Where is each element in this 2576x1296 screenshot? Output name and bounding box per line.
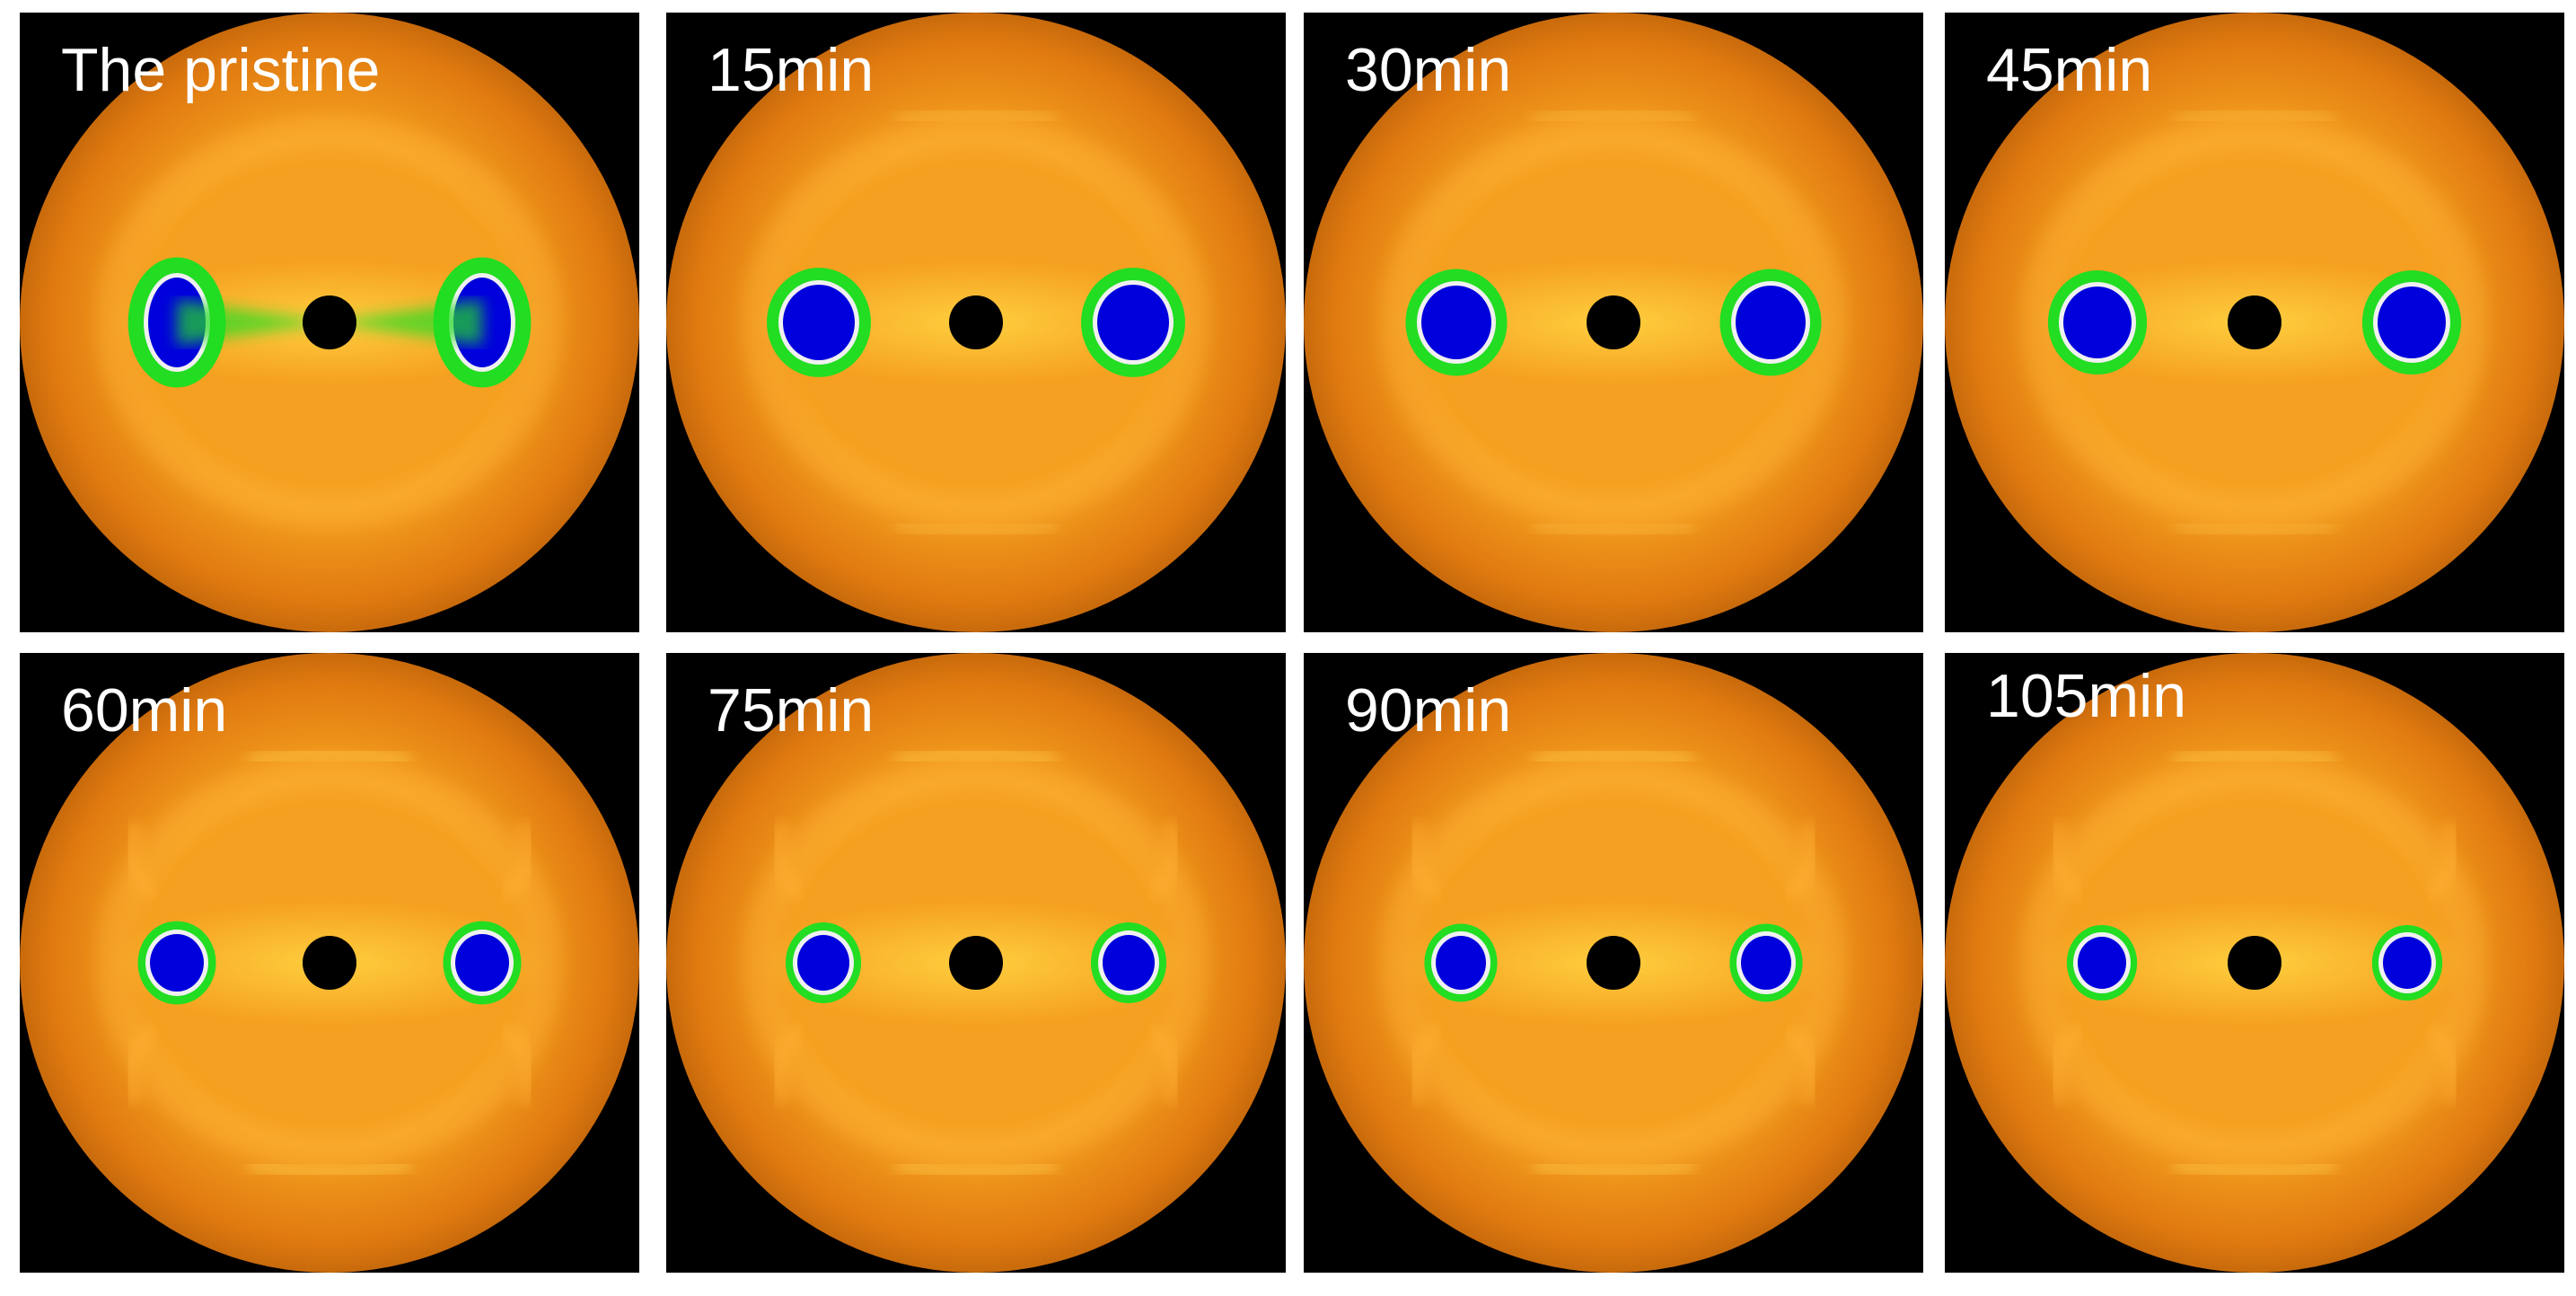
- beamstop: [949, 936, 1003, 990]
- meridional-arc-bottom: [1531, 1160, 1696, 1178]
- layer-arc-right-bottom: [1783, 1023, 1821, 1106]
- equatorial-lobe-left-core: [2063, 287, 2132, 358]
- layer-arc-left-bottom: [1406, 1023, 1444, 1106]
- layer-arc-left-bottom: [2047, 1023, 2085, 1106]
- equatorial-lobe-left-core: [2078, 937, 2126, 989]
- beamstop: [2228, 936, 2281, 990]
- pattern-panel: The pristine: [20, 13, 639, 632]
- pattern-panel: 45min: [1945, 13, 2564, 632]
- pattern-panel: 75min: [666, 653, 1286, 1273]
- pattern-panel: 90min: [1304, 653, 1923, 1273]
- equatorial-lobe-right-core: [2383, 937, 2431, 989]
- meridional-arc-top: [1531, 747, 1696, 765]
- meridional-arc-top: [893, 747, 1059, 765]
- meridional-arc-bottom: [893, 1160, 1059, 1178]
- meridional-arc-bottom: [2172, 1160, 2337, 1178]
- panel-label: 90min: [1345, 676, 1512, 745]
- equatorial-lobe-right-core: [1741, 936, 1791, 990]
- meridional-arc-bottom: [893, 520, 1059, 538]
- panel-label: 45min: [1986, 36, 2153, 104]
- equatorial-lobe-right-core: [1736, 286, 1806, 359]
- layer-arc-left-top: [1406, 820, 1444, 903]
- meridional-arc-top: [1531, 107, 1696, 125]
- pattern-panel: 60min: [20, 653, 639, 1273]
- panel-label: 75min: [708, 676, 875, 745]
- meridional-arc-bottom: [2172, 520, 2337, 538]
- beamstop: [303, 936, 356, 990]
- panel-label: 60min: [61, 676, 228, 745]
- equatorial-streak-right: [330, 300, 482, 345]
- equatorial-lobe-right-core: [1097, 285, 1169, 360]
- equatorial-lobe-left-core: [150, 934, 204, 992]
- layer-arc-right-bottom: [1146, 1023, 1183, 1106]
- beamstop: [303, 295, 356, 349]
- equatorial-lobe-left-core: [797, 935, 849, 991]
- beamstop: [1587, 936, 1640, 990]
- layer-arc-right-top: [1146, 820, 1183, 903]
- meridional-arc-top: [247, 747, 412, 765]
- layer-arc-left-top: [769, 820, 806, 903]
- layer-arc-right-top: [1783, 820, 1821, 903]
- meridional-arc-bottom: [247, 1160, 412, 1178]
- pattern-panel: 105min: [1945, 653, 2564, 1273]
- panel-label: 30min: [1345, 36, 1512, 104]
- equatorial-lobe-right-core: [1103, 935, 1155, 991]
- meridional-arc-bottom: [1531, 520, 1696, 538]
- layer-arc-left-bottom: [769, 1023, 806, 1106]
- beamstop: [949, 295, 1003, 349]
- pattern-panel: 15min: [666, 13, 1286, 632]
- equatorial-lobe-left-core: [783, 285, 855, 360]
- beamstop: [2228, 295, 2281, 349]
- meridional-arc-top: [2172, 747, 2337, 765]
- layer-arc-left-top: [2047, 820, 2085, 903]
- layer-arc-right-bottom: [499, 1023, 537, 1106]
- equatorial-lobe-right-core: [455, 934, 509, 992]
- meridional-arc-top: [893, 107, 1059, 125]
- panel-label: The pristine: [61, 36, 381, 104]
- panel-label: 15min: [708, 36, 875, 104]
- equatorial-lobe-right-core: [2378, 287, 2446, 358]
- beamstop: [1587, 295, 1640, 349]
- layer-arc-left-top: [122, 820, 160, 903]
- panel-label: 105min: [1986, 662, 2187, 730]
- equatorial-streak-left: [177, 300, 330, 345]
- pattern-panel: 30min: [1304, 13, 1923, 632]
- meridional-arc-top: [2172, 107, 2337, 125]
- equatorial-lobe-left-core: [1421, 286, 1491, 359]
- layer-arc-right-top: [499, 820, 537, 903]
- layer-arc-right-top: [2424, 820, 2462, 903]
- layer-arc-left-bottom: [122, 1023, 160, 1106]
- layer-arc-right-bottom: [2424, 1023, 2462, 1106]
- equatorial-lobe-left-core: [1436, 936, 1486, 990]
